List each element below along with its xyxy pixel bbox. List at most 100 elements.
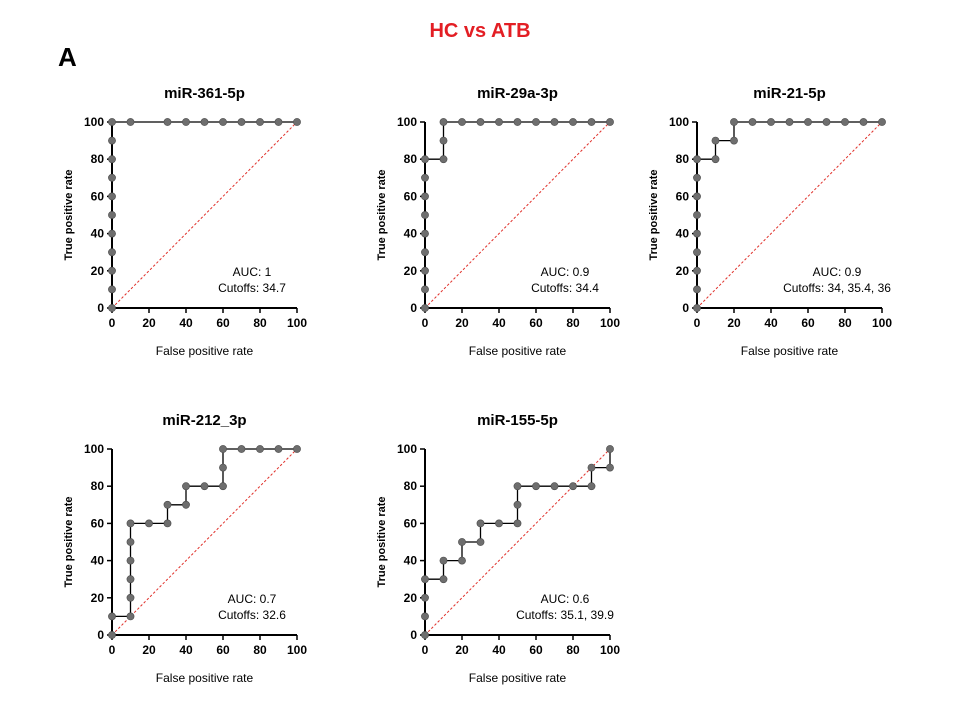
x-tick-label: 80: [253, 643, 267, 657]
x-tick-label: 60: [801, 316, 815, 330]
roc-point: [108, 136, 116, 145]
roc-point: [421, 285, 429, 294]
roc-point: [421, 229, 429, 238]
panel-title: miR-21-5p: [753, 85, 826, 102]
roc-point: [767, 118, 775, 126]
roc-point: [476, 519, 485, 528]
roc-point: [108, 612, 116, 621]
roc-point: [126, 118, 135, 126]
y-tick-label: 100: [84, 115, 104, 129]
roc-point: [293, 445, 301, 453]
y-tick-label: 40: [676, 227, 690, 241]
x-tick-label: 100: [872, 316, 892, 330]
y-tick-label: 60: [91, 516, 105, 530]
y-tick-label: 80: [91, 152, 105, 166]
roc-point: [785, 118, 794, 126]
roc-point: [513, 500, 522, 509]
x-tick-label: 20: [142, 643, 156, 657]
auc-annotation: AUC: 0.9: [813, 265, 862, 279]
roc-point: [163, 519, 172, 528]
y-tick-label: 80: [91, 479, 105, 493]
roc-panel-3: miR-21-5p 0 20 40 60 80 100 0 20 40 60 80 100 False p…: [648, 85, 892, 358]
roc-point: [126, 556, 135, 565]
x-tick-label: 0: [109, 643, 116, 657]
roc-point: [126, 612, 135, 621]
x-tick-label: 60: [216, 316, 230, 330]
roc-point: [693, 155, 701, 164]
roc-point: [730, 136, 738, 145]
roc-point: [256, 445, 264, 453]
y-tick-label: 60: [404, 189, 418, 203]
x-tick-label: 100: [287, 316, 307, 330]
y-tick-label: 20: [91, 264, 105, 278]
panel-title: miR-361-5p: [164, 85, 245, 102]
y-axis-label: True positive rate: [376, 169, 388, 260]
figure-title: HC vs ATB: [429, 20, 531, 42]
panel-title: miR-155-5p: [477, 412, 558, 429]
roc-point: [237, 445, 246, 453]
y-tick-label: 40: [91, 227, 105, 241]
x-axis-label: False positive rate: [156, 344, 254, 358]
roc-point: [421, 248, 429, 257]
roc-point: [513, 482, 522, 491]
y-axis-label: True positive rate: [648, 169, 660, 260]
x-tick-label: 80: [566, 643, 580, 657]
x-tick-label: 100: [287, 643, 307, 657]
y-axis-label: True positive rate: [63, 169, 75, 260]
y-tick-label: 100: [397, 115, 417, 129]
roc-point: [293, 118, 301, 126]
roc-point: [108, 248, 116, 257]
x-tick-label: 40: [492, 316, 506, 330]
roc-point: [495, 519, 503, 528]
reference-diagonal: [111, 448, 298, 636]
roc-point: [108, 173, 116, 182]
roc-point: [804, 118, 812, 126]
roc-point: [550, 482, 559, 491]
x-tick-label: 60: [529, 643, 543, 657]
roc-point: [108, 192, 116, 201]
roc-point: [439, 118, 448, 126]
roc-point: [182, 500, 190, 509]
roc-point: [569, 482, 577, 491]
roc-point: [693, 173, 701, 182]
roc-point: [163, 500, 172, 509]
roc-point: [182, 118, 190, 126]
x-axis-label: False positive rate: [469, 344, 567, 358]
y-tick-label: 40: [404, 227, 418, 241]
auc-annotation: AUC: 0.7: [228, 592, 277, 606]
roc-point: [550, 118, 559, 126]
roc-point: [421, 192, 429, 201]
auc-annotation: AUC: 0.9: [541, 265, 590, 279]
auc-annotation: AUC: 1: [233, 265, 272, 279]
roc-point: [108, 266, 116, 275]
y-tick-label: 80: [676, 152, 690, 166]
roc-point: [219, 118, 227, 126]
roc-point: [421, 266, 429, 275]
roc-point: [219, 482, 227, 491]
x-tick-label: 20: [727, 316, 741, 330]
roc-point: [495, 118, 503, 126]
y-tick-label: 60: [91, 189, 105, 203]
roc-point: [693, 192, 701, 201]
reference-diagonal: [111, 121, 298, 309]
roc-point: [569, 118, 577, 126]
roc-point: [693, 211, 701, 219]
y-axis-label: True positive rate: [63, 496, 75, 587]
reference-diagonal: [424, 448, 611, 636]
roc-point: [126, 593, 135, 602]
x-tick-label: 20: [455, 316, 469, 330]
roc-point: [421, 612, 429, 621]
roc-point: [145, 519, 153, 528]
roc-point: [108, 155, 116, 164]
roc-point: [711, 136, 720, 145]
panel-label: A: [58, 42, 77, 72]
x-tick-label: 40: [179, 316, 193, 330]
roc-point: [693, 285, 701, 294]
roc-panel-5: miR-155-5p 0 20 40 60 80 100 0 20 40 60 80 100 False …: [376, 412, 620, 685]
x-tick-label: 20: [455, 643, 469, 657]
roc-point: [458, 118, 466, 126]
y-tick-label: 100: [84, 442, 104, 456]
x-tick-label: 40: [764, 316, 778, 330]
x-tick-label: 80: [838, 316, 852, 330]
